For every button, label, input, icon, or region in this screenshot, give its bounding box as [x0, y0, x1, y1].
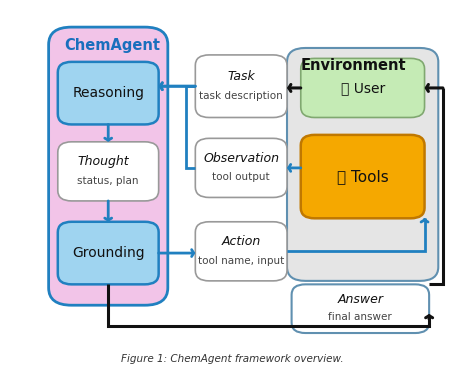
FancyBboxPatch shape — [300, 135, 424, 218]
Text: Environment: Environment — [300, 59, 406, 74]
Text: 🔧 Tools: 🔧 Tools — [336, 169, 388, 184]
FancyBboxPatch shape — [195, 55, 287, 117]
Text: task description: task description — [199, 91, 282, 101]
Text: 👷 User: 👷 User — [340, 81, 384, 95]
FancyBboxPatch shape — [58, 62, 158, 124]
FancyBboxPatch shape — [195, 138, 287, 197]
Text: Task: Task — [227, 70, 255, 83]
Text: Action: Action — [221, 235, 260, 249]
Text: Answer: Answer — [337, 294, 382, 306]
FancyBboxPatch shape — [300, 59, 424, 117]
Text: status, plan: status, plan — [77, 176, 139, 186]
Text: Grounding: Grounding — [72, 246, 144, 260]
FancyBboxPatch shape — [291, 284, 428, 333]
Text: Reasoning: Reasoning — [72, 86, 144, 100]
Text: Observation: Observation — [203, 152, 279, 165]
Text: final answer: final answer — [328, 312, 391, 322]
Text: ChemAgent: ChemAgent — [64, 38, 160, 53]
FancyBboxPatch shape — [58, 222, 158, 284]
FancyBboxPatch shape — [49, 27, 168, 305]
FancyBboxPatch shape — [58, 142, 158, 201]
FancyBboxPatch shape — [287, 48, 438, 281]
FancyBboxPatch shape — [195, 222, 287, 281]
Text: Thought: Thought — [78, 156, 129, 168]
Text: Figure 1: ChemAgent framework overview.: Figure 1: ChemAgent framework overview. — [120, 354, 343, 364]
Text: tool output: tool output — [212, 172, 269, 182]
Text: tool name, input: tool name, input — [198, 256, 284, 266]
